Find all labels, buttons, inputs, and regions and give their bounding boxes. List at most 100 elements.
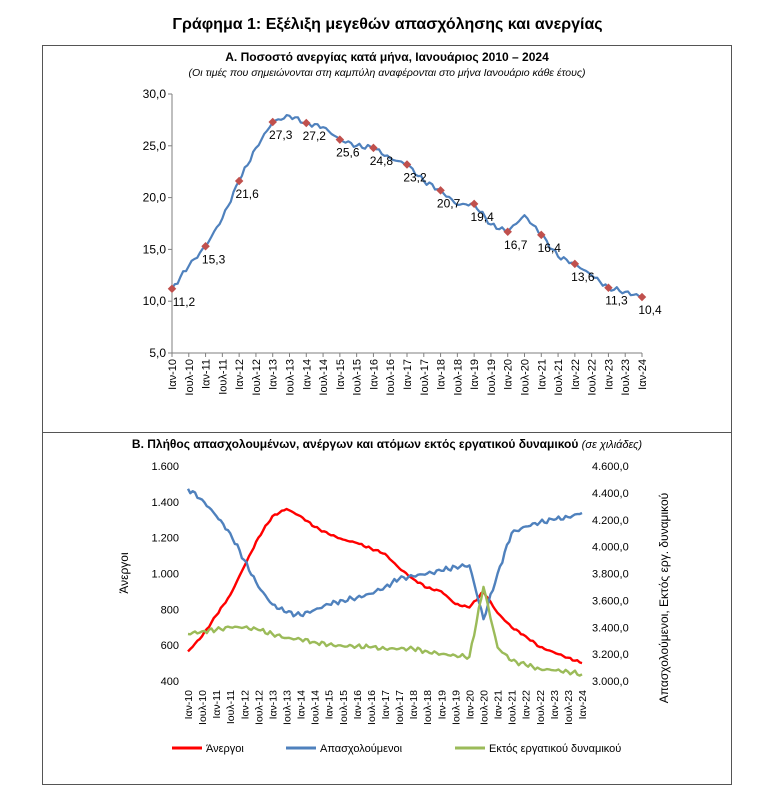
chart-b-title: Β. Πλήθος απασχολουμένων, ανέργων και ατ… <box>42 437 732 451</box>
chart-b-x-tick-label: Ιαν-14 <box>296 690 308 720</box>
chart-a-title: Α. Ποσοστό ανεργίας κατά μήνα, Ιανουάριο… <box>225 50 549 64</box>
chart-a-data-label: 10,4 <box>638 303 662 317</box>
chart-b-x-tick-label: Ιουλ-21 <box>507 690 519 725</box>
chart-a-data-label: 27,2 <box>303 129 327 143</box>
chart-b-left-tick-label: 1.400 <box>151 497 179 509</box>
chart-a-january-marker <box>570 259 580 269</box>
chart-a-data-label: 21,6 <box>235 187 259 201</box>
chart-b-left-tick-label: 1.600 <box>151 461 179 473</box>
chart-b-right-tick-label: 3.000,0 <box>592 676 629 688</box>
chart-b-x-tick-label: Ιουλ-13 <box>282 690 294 725</box>
chart-a-x-tick-label: Ιουλ-19 <box>486 359 498 396</box>
chart-b-x-tick-label: Ιουλ-11 <box>225 690 237 724</box>
chart-b-x-tick-label: Ιουλ-14 <box>310 690 322 725</box>
chart-b-x-tick-label: Ιαν-20 <box>464 690 476 720</box>
chart-b-x-tick-label: Ιουλ-20 <box>479 690 491 725</box>
chart-b-legend-label-0: Άνεργοι <box>206 743 244 755</box>
chart-a-x-tick-label: Ιαν-18 <box>436 359 448 390</box>
chart-a-january-marker <box>402 160 412 169</box>
chart-a-x-tick-label: Ιαν-17 <box>402 359 414 390</box>
chart-a-x-tick-label: Ιαν-10 <box>167 359 179 390</box>
chart-a-y-tick-label: 20,0 <box>143 191 167 205</box>
chart-b-x-tick-label: Ιαν-22 <box>521 690 533 720</box>
chart-a-x-tick-label: Ιουλ-18 <box>452 359 464 396</box>
chart-b-right-tick-label: 4.200,0 <box>592 515 629 527</box>
chart-a-x-tick-label: Ιαν-13 <box>268 359 280 390</box>
chart-b-series-line-2 <box>187 585 583 677</box>
chart-b-x-tick-label: Ιουλ-22 <box>535 690 547 725</box>
chart-a-x-tick-label: Ιαν-15 <box>335 359 347 390</box>
figure-frame <box>42 45 732 785</box>
chart-a-x-tick-label: Ιουλ-23 <box>620 359 632 396</box>
chart-a-data-label: 11,3 <box>605 294 628 308</box>
chart-a-january-marker <box>637 292 647 302</box>
chart-b-right-tick-label: 3.200,0 <box>592 649 629 661</box>
chart-a-x-tick-label: Ιουλ-11 <box>217 359 229 395</box>
chart-a-x-tick-label: Ιαν-16 <box>368 359 380 390</box>
chart-b-right-tick-label: 3.400,0 <box>592 622 629 634</box>
chart-a-x-tick-label: Ιουλ-20 <box>520 359 532 396</box>
chart-a-data-label: 24,8 <box>370 154 394 168</box>
chart-b-left-tick-label: 1.200 <box>151 533 179 545</box>
chart-b-x-tick-label: Ιαν-15 <box>324 690 336 720</box>
chart-a-y-tick-label: 15,0 <box>143 242 167 256</box>
chart-b-x-tick-label: Ιαν-11 <box>211 690 223 719</box>
chart-b-x-tick-label: Ιαν-23 <box>549 690 561 720</box>
chart-a-data-label: 16,4 <box>538 241 562 255</box>
chart-b-left-tick-label: 400 <box>161 676 179 688</box>
panel-divider <box>42 432 732 433</box>
chart-b-x-tick-label: Ιαν-21 <box>493 690 505 720</box>
chart-a-data-label: 27,3 <box>269 128 293 142</box>
chart-b-x-tick-label: Ιαν-13 <box>267 690 279 720</box>
chart-b-left-tick-label: 800 <box>161 604 179 616</box>
chart-a-y-tick-label: 25,0 <box>143 139 167 153</box>
chart-a-x-tick-label: Ιουλ-13 <box>285 359 297 396</box>
chart-a-x-tick-label: Ιαν-19 <box>469 359 481 390</box>
chart-b-x-tick-label: Ιουλ-16 <box>366 690 378 725</box>
chart-b-x-tick-label: Ιαν-16 <box>352 690 364 720</box>
chart-b-x-tick-label: Ιουλ-12 <box>253 690 265 725</box>
chart-b-series-line-1 <box>186 488 583 621</box>
chart-b-right-tick-label: 3.600,0 <box>592 595 629 607</box>
chart-a-x-tick-label: Ιουλ-21 <box>553 359 565 396</box>
chart-b-x-tick-label: Ιαν-24 <box>577 690 589 720</box>
chart-a-x-tick-label: Ιουλ-15 <box>352 359 364 396</box>
chart-b-left-tick-label: 1.000 <box>151 569 179 581</box>
page-title: Γράφημα 1: Εξέλιξη μεγεθών απασχόλησης κ… <box>172 16 603 33</box>
chart-a-january-marker <box>469 199 479 209</box>
chart-a-x-tick-label: Ιαν-24 <box>637 359 649 390</box>
chart-a-january-marker <box>268 117 277 127</box>
chart-a-x-tick-label: Ιαν-23 <box>603 359 615 390</box>
chart-a-x-tick-label: Ιουλ-10 <box>184 359 196 396</box>
chart-b-series-line-0 <box>187 507 583 665</box>
chart-a-x-tick-label: Ιαν-21 <box>536 359 548 390</box>
chart-a-x-tick-label: Ιουλ-22 <box>587 359 599 396</box>
chart-a-january-marker <box>436 186 445 195</box>
chart-a-january-marker <box>201 242 210 251</box>
chart-b-right-tick-label: 4.400,0 <box>592 488 629 500</box>
chart-b-legend-label-1: Απασχολούμενοι <box>320 743 403 755</box>
chart-a-x-tick-label: Ιουλ-16 <box>385 359 397 396</box>
chart-b-x-tick-label: Ιουλ-10 <box>197 690 209 725</box>
chart-b-right-tick-label: 4.000,0 <box>592 542 629 554</box>
chart-b-right-tick-label: 3.800,0 <box>592 569 629 581</box>
chart-a-january-marker <box>234 176 244 186</box>
chart-a-x-tick-label: Ιουλ-14 <box>318 359 330 396</box>
chart-b-x-tick-label: Ιαν-12 <box>239 690 251 720</box>
chart-a-data-label: 11,2 <box>173 295 196 309</box>
chart-a-x-tick-label: Ιουλ-12 <box>251 359 263 396</box>
chart-a-data-label: 25,6 <box>336 146 360 160</box>
chart-a-january-marker <box>604 283 613 292</box>
chart-a-y-tick-label: 30,0 <box>143 87 167 101</box>
chart-b-x-tick-label: Ιουλ-18 <box>422 690 434 725</box>
chart-b-x-tick-label: Ιαν-17 <box>380 690 392 720</box>
chart-a-x-tick-label: Ιουλ-17 <box>419 359 431 396</box>
chart-a-x-tick-label: Ιαν-11 <box>201 359 213 389</box>
chart-a-data-label: 13,6 <box>571 270 595 284</box>
chart-a-x-tick-label: Ιαν-14 <box>301 359 313 390</box>
chart-b-right-tick-label: 4.600,0 <box>592 461 629 473</box>
chart-b-legend-label-2: Εκτός εργατικού δυναμικού <box>489 743 621 755</box>
chart-a-january-marker <box>167 284 177 294</box>
chart-b-x-tick-label: Ιαν-10 <box>183 690 195 720</box>
chart-a-january-marker <box>503 227 512 237</box>
